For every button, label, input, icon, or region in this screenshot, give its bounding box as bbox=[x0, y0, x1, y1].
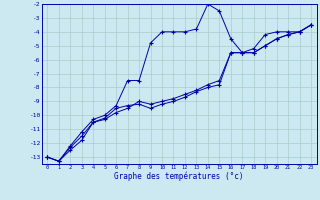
X-axis label: Graphe des températures (°c): Graphe des températures (°c) bbox=[115, 171, 244, 181]
